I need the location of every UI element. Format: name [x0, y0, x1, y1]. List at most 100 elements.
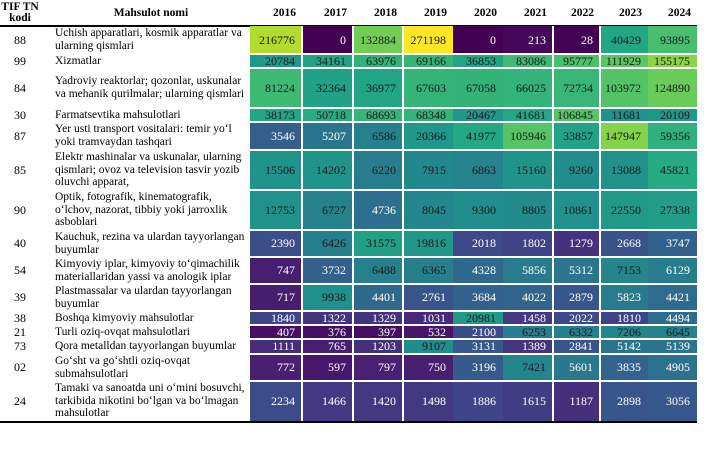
value-cell-2018: 63976: [353, 54, 403, 68]
value-cell-2018: 797: [353, 354, 403, 381]
value-cell-2022: 72734: [553, 68, 600, 108]
row-product-name: Tamaki va sanoatda uni o‘mini bosuvchi, …: [55, 382, 245, 420]
row-product-name: Yer usti transport vositalari: temir yo‘…: [55, 123, 232, 148]
row-product-name: Boshqa kimyoviy mahsulotlar: [55, 311, 194, 324]
row-divider: [250, 189, 697, 191]
value-cell-2016: 3546: [250, 122, 302, 150]
value-cell-2021: 66025: [503, 68, 553, 108]
value-cell-2022: 2022: [553, 311, 600, 325]
row-code: 99: [14, 53, 26, 68]
row-divider: [250, 121, 697, 123]
value-cell-2020: 6863: [453, 150, 503, 190]
value-cell-2024: 4421: [648, 284, 697, 311]
row-divider: [250, 229, 697, 231]
bottom-rule: [0, 421, 697, 423]
row-product-name: Xizmatlar: [55, 54, 101, 67]
value-cell-2018: 1329: [353, 311, 403, 325]
value-cell-2016: 772: [250, 354, 302, 381]
value-cell-2023: 7206: [600, 325, 648, 339]
value-cell-2019: 69166: [403, 54, 453, 68]
value-cell-2023: 2898: [600, 381, 648, 421]
row-product-name: Plastmassalar va ulardan tayyorlangan bu…: [55, 284, 232, 310]
row-divider: [250, 107, 697, 109]
value-cell-2023: 5823: [600, 284, 648, 311]
row-divider: [250, 324, 697, 326]
header-product-name: Mahsulot nomi: [113, 6, 189, 19]
value-cell-2022: 10861: [553, 190, 600, 230]
row-divider: [250, 338, 697, 340]
row-code: 30: [14, 107, 26, 122]
row-code: 88: [14, 32, 26, 47]
value-cell-2017: 50718: [302, 108, 353, 122]
value-cell-2020: 0: [453, 26, 503, 54]
value-cell-2020: 3684: [453, 284, 503, 311]
row-divider: [250, 380, 697, 382]
row-divider: [250, 67, 697, 69]
row-divider: [250, 149, 697, 151]
row-code: 87: [14, 128, 26, 143]
header-year-2017: 2017: [324, 6, 347, 19]
row-divider: [250, 256, 697, 258]
value-cell-2021: 83086: [503, 54, 553, 68]
value-cell-2021: 7421: [503, 354, 553, 381]
header-year-2018: 2018: [374, 6, 397, 19]
row-code: 39: [14, 290, 26, 304]
value-cell-2016: 216776: [250, 26, 302, 54]
value-cell-2016: 717: [250, 284, 302, 311]
value-cell-2021: 105946: [503, 122, 553, 150]
value-cell-2020: 3131: [453, 339, 503, 354]
value-cell-2024: 27338: [648, 190, 697, 230]
value-cell-2017: 34161: [302, 54, 353, 68]
value-cell-2019: 9107: [403, 339, 453, 354]
value-cell-2020: 36853: [453, 54, 503, 68]
row-product-name: Turli oziq-ovqat mahsulotlari: [55, 325, 191, 338]
row-divider: [250, 310, 697, 312]
value-cell-2017: 376: [302, 325, 353, 339]
header-year-2020: 2020: [474, 6, 497, 19]
value-cell-2019: 1498: [403, 381, 453, 421]
value-cell-2018: 4736: [353, 190, 403, 230]
value-cell-2018: 68693: [353, 108, 403, 122]
value-cell-2023: 11681: [600, 108, 648, 122]
value-cell-2023: 103972: [600, 68, 648, 108]
value-cell-2021: 8805: [503, 190, 553, 230]
value-cell-2019: 532: [403, 325, 453, 339]
value-cell-2023: 3835: [600, 354, 648, 381]
value-cell-2018: 6586: [353, 122, 403, 150]
value-cell-2020: 41977: [453, 122, 503, 150]
value-cell-2019: 1031: [403, 311, 453, 325]
row-code: 54: [14, 263, 26, 277]
value-cell-2022: 106845: [553, 108, 600, 122]
value-cell-2023: 2668: [600, 230, 648, 257]
value-cell-2024: 4905: [648, 354, 697, 381]
value-cell-2017: 1322: [302, 311, 353, 325]
value-cell-2022: 2879: [553, 284, 600, 311]
value-cell-2016: 2390: [250, 230, 302, 257]
value-cell-2016: 407: [250, 325, 302, 339]
value-cell-2019: 7915: [403, 150, 453, 190]
value-cell-2023: 111929: [600, 54, 648, 68]
value-cell-2019: 67603: [403, 68, 453, 108]
row-product-name: Kimyoviy iplar, kimyoviy to‘qimachilik m…: [55, 257, 240, 283]
row-code: 02: [14, 360, 26, 374]
value-cell-2017: 5207: [302, 122, 353, 150]
row-code: 84: [14, 80, 26, 95]
value-cell-2022: 5312: [553, 257, 600, 284]
value-cell-2018: 4401: [353, 284, 403, 311]
value-cell-2019: 19816: [403, 230, 453, 257]
value-cell-2016: 38173: [250, 108, 302, 122]
value-cell-2020: 1886: [453, 381, 503, 421]
value-cell-2018: 31575: [353, 230, 403, 257]
value-cell-2023: 5142: [600, 339, 648, 354]
value-cell-2020: 9300: [453, 190, 503, 230]
value-cell-2020: 20981: [453, 311, 503, 325]
value-cell-2024: 4494: [648, 311, 697, 325]
row-product-name: Kauchuk, rezina va ulardan tayyorlangan …: [55, 230, 245, 256]
column-divider: [402, 26, 404, 421]
value-cell-2021: 1802: [503, 230, 553, 257]
row-code: 85: [14, 162, 26, 177]
row-code: 90: [14, 202, 26, 217]
value-cell-2021: 1389: [503, 339, 553, 354]
value-cell-2021: 1458: [503, 311, 553, 325]
header-year-2022: 2022: [571, 6, 594, 19]
